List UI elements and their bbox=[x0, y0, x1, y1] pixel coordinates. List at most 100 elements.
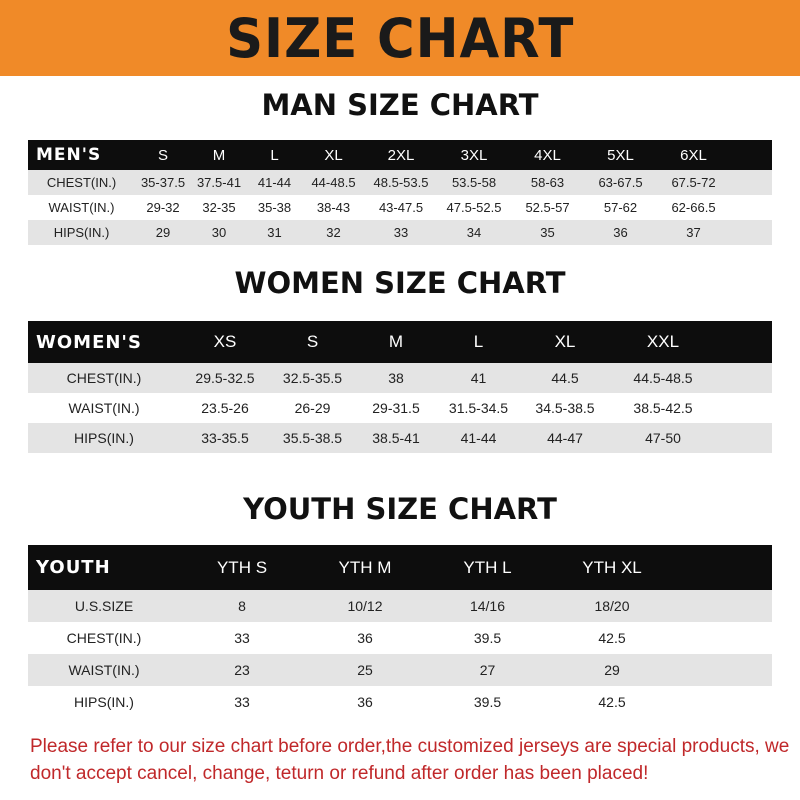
row-label: HIPS(IN.) bbox=[53, 225, 110, 240]
table-cell: 10/12 bbox=[347, 598, 383, 614]
table-cell: 31 bbox=[267, 225, 282, 240]
table-cell: 53.5-58 bbox=[451, 175, 497, 190]
row-label: U.S.SIZE bbox=[74, 598, 134, 614]
table-cell: 5XL bbox=[607, 146, 634, 164]
table-cell: L bbox=[270, 146, 279, 164]
men-size-table: MEN'S S M L XL 2XL 3XL 4XL 5XL 6XL CHEST(IN.) 35-37… bbox=[28, 140, 772, 245]
order-notice: Please refer to our size chart before or… bbox=[30, 736, 790, 784]
row-label: WAIST(IN.) bbox=[48, 200, 115, 215]
table-cell: 6XL bbox=[680, 146, 707, 164]
table-cell: 41-44 bbox=[460, 430, 497, 446]
table-cell: 41-44 bbox=[257, 175, 292, 190]
table-cell: 44-48.5 bbox=[311, 175, 356, 190]
table-cell: 35.5-38.5 bbox=[282, 430, 343, 446]
women-size-table: WOMEN'S XS S M L XL XXL CHEST(IN.) 29.5-32.5 32.5… bbox=[28, 321, 772, 453]
youth-heading: YOUTH SIZE CHART bbox=[243, 492, 557, 526]
row-label: CHEST(IN.) bbox=[46, 175, 117, 190]
row-label: WAIST(IN.) bbox=[68, 662, 140, 678]
table-cell: 27 bbox=[479, 662, 496, 678]
table-cell: 29 bbox=[604, 662, 620, 678]
table-cell: 52.5-57 bbox=[525, 200, 570, 215]
table-cell: 31.5-34.5 bbox=[448, 400, 509, 416]
table-cell: 41 bbox=[470, 370, 487, 386]
table-cell: 38.5-42.5 bbox=[633, 400, 693, 416]
table-cell: 44-47 bbox=[547, 430, 583, 446]
table-cell: 58-63 bbox=[530, 175, 565, 190]
table-cell: YTH M bbox=[338, 557, 392, 577]
table-row: CHEST(IN.) 33 36 39.5 42.5 bbox=[28, 622, 772, 654]
table-cell: 33 bbox=[234, 694, 250, 710]
table-cell: M bbox=[212, 146, 226, 164]
table-cell: 47.5-52.5 bbox=[446, 200, 502, 215]
table-row: HIPS(IN.) 29 30 31 32 33 34 35 36 37 bbox=[28, 220, 772, 245]
row-label: YOUTH bbox=[36, 557, 111, 578]
table-cell: 34.5-38.5 bbox=[535, 400, 595, 416]
table-cell: YTH XL bbox=[582, 557, 642, 577]
table-cell: 8 bbox=[238, 598, 246, 614]
table-cell: 25 bbox=[357, 662, 373, 678]
row-label: WOMEN'S bbox=[36, 331, 142, 353]
table-cell: 42.5 bbox=[598, 694, 626, 710]
table-cell: 37 bbox=[686, 225, 701, 240]
table-cell: 57-62 bbox=[603, 200, 638, 215]
table-cell: S bbox=[306, 332, 319, 351]
table-cell: 67.5-72 bbox=[671, 175, 716, 190]
table-row: CHEST(IN.) 35-37.5 37.5-41 41-44 44-48.5 48.5… bbox=[28, 170, 772, 195]
men-heading: MAN SIZE CHART bbox=[261, 88, 539, 122]
table-cell: L bbox=[473, 332, 484, 351]
table-cell: YTH L bbox=[463, 557, 512, 577]
table-cell: 42.5 bbox=[598, 630, 626, 646]
table-cell: 37.5-41 bbox=[196, 175, 242, 190]
table-cell: 38 bbox=[388, 370, 404, 386]
table-cell: 36 bbox=[613, 225, 628, 240]
table-cell: 34 bbox=[466, 225, 482, 240]
table-row: WAIST(IN.) 29-32 32-35 35-38 38-43 43-47.5 47.… bbox=[28, 195, 772, 220]
table-cell: S bbox=[157, 146, 168, 164]
table-cell: 43-47.5 bbox=[378, 200, 424, 215]
table-cell: 29-32 bbox=[146, 200, 180, 215]
table-header-row: YOUTH YTH S YTH M YTH L YTH XL bbox=[28, 545, 772, 590]
table-row: U.S.SIZE 8 10/12 14/16 18/20 bbox=[28, 590, 772, 622]
table-cell: 32 bbox=[326, 225, 341, 240]
table-cell: 33 bbox=[393, 225, 409, 240]
table-cell: 39.5 bbox=[473, 694, 502, 710]
table-cell: 14/16 bbox=[469, 598, 506, 614]
table-cell: 36 bbox=[357, 694, 373, 710]
row-label: HIPS(IN.) bbox=[74, 694, 134, 710]
row-label: CHEST(IN.) bbox=[66, 370, 142, 386]
row-label: HIPS(IN.) bbox=[74, 430, 134, 446]
row-label: MEN'S bbox=[36, 145, 102, 165]
table-cell: 26-29 bbox=[294, 400, 331, 416]
row-label: CHEST(IN.) bbox=[66, 630, 142, 646]
title-banner: SIZE CHART bbox=[0, 0, 800, 76]
table-cell: 32-35 bbox=[202, 200, 236, 215]
table-row: HIPS(IN.) 33 36 39.5 42.5 bbox=[28, 686, 772, 718]
table-cell: 2XL bbox=[387, 146, 415, 164]
youth-size-table: YOUTH YTH S YTH M YTH L YTH XL U.S.SIZE 8 10/12… bbox=[28, 545, 772, 718]
table-row: WAIST(IN.) 23 25 27 29 bbox=[28, 654, 772, 686]
table-cell: 35 bbox=[540, 225, 555, 240]
table-cell: M bbox=[388, 332, 404, 351]
table-header-row: WOMEN'S XS S M L XL XXL bbox=[28, 321, 772, 363]
row-label: WAIST(IN.) bbox=[68, 400, 140, 416]
table-cell: XL bbox=[554, 332, 576, 351]
table-cell: 30 bbox=[211, 225, 227, 240]
table-cell: 35-38 bbox=[257, 200, 292, 215]
table-cell: 63-67.5 bbox=[598, 175, 643, 190]
page-title: SIZE CHART bbox=[225, 6, 575, 70]
table-cell: 36 bbox=[357, 630, 373, 646]
table-row: CHEST(IN.) 29.5-32.5 32.5-35.5 38 41 44.5 44.5… bbox=[28, 363, 772, 393]
table-cell: XL bbox=[324, 146, 343, 164]
table-cell: 18/20 bbox=[594, 598, 630, 614]
table-cell: 48.5-53.5 bbox=[373, 175, 429, 190]
table-cell: 4XL bbox=[534, 146, 561, 164]
table-header-row: MEN'S S M L XL 2XL 3XL 4XL 5XL 6XL bbox=[28, 140, 772, 170]
table-cell: 47-50 bbox=[645, 430, 681, 446]
table-row: HIPS(IN.) 33-35.5 35.5-38.5 38.5-41 41-44 44-… bbox=[28, 423, 772, 453]
table-cell: XXL bbox=[646, 332, 680, 351]
table-cell: 23.5-26 bbox=[201, 400, 249, 416]
table-cell: 33-35.5 bbox=[201, 430, 249, 446]
table-cell: YTH S bbox=[216, 557, 268, 577]
table-cell: 3XL bbox=[460, 146, 488, 164]
table-cell: 29 bbox=[155, 225, 171, 240]
